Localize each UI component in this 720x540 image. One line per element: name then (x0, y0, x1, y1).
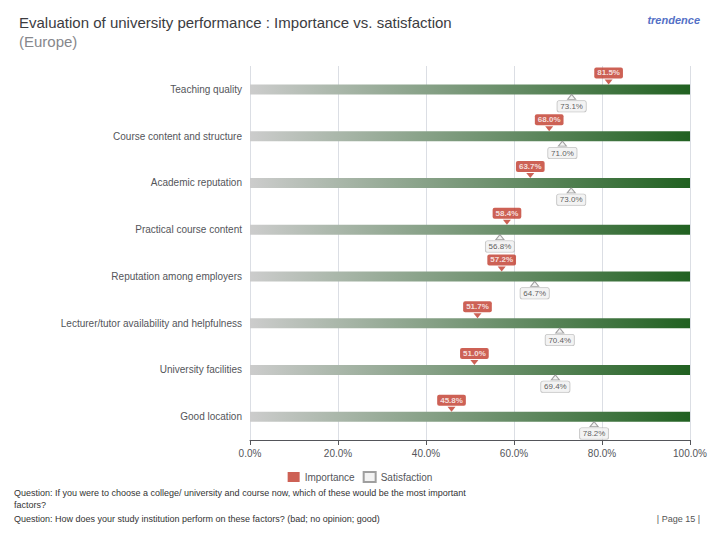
svg-text:56.8%: 56.8% (489, 242, 512, 251)
svg-text:78.2%: 78.2% (583, 429, 606, 438)
svg-text:80.0%: 80.0% (588, 448, 616, 459)
svg-text:63.7%: 63.7% (519, 162, 542, 171)
svg-text:| Page 15 |: | Page 15 | (657, 514, 700, 524)
svg-text:University facilities: University facilities (160, 364, 242, 375)
svg-text:58.4%: 58.4% (496, 209, 519, 218)
svg-text:trendence: trendence (647, 14, 700, 26)
svg-text:40.0%: 40.0% (412, 448, 440, 459)
svg-text:0.0%: 0.0% (239, 448, 262, 459)
svg-text:70.4%: 70.4% (548, 336, 571, 345)
svg-text:Lecturer/tutor availability an: Lecturer/tutor availability and helpfuln… (61, 318, 242, 329)
svg-text:Academic reputation: Academic reputation (151, 177, 242, 188)
svg-text:Good location: Good location (180, 411, 242, 422)
svg-text:(Europe): (Europe) (19, 33, 77, 50)
svg-text:81.5%: 81.5% (597, 68, 620, 77)
svg-text:73.1%: 73.1% (560, 102, 583, 111)
svg-text:20.0%: 20.0% (324, 448, 352, 459)
svg-text:71.0%: 71.0% (551, 149, 574, 158)
svg-text:51.0%: 51.0% (463, 349, 486, 358)
svg-text:Evaluation of university perfo: Evaluation of university performance : I… (19, 14, 452, 31)
svg-text:51.7%: 51.7% (466, 302, 489, 311)
svg-text:Practical course content: Practical course content (135, 224, 242, 235)
svg-text:factors?: factors? (14, 500, 46, 510)
svg-text:73.0%: 73.0% (560, 195, 583, 204)
svg-text:69.4%: 69.4% (544, 382, 567, 391)
svg-text:68.0%: 68.0% (538, 115, 561, 124)
svg-text:60.0%: 60.0% (500, 448, 528, 459)
svg-text:Teaching quality: Teaching quality (170, 84, 242, 95)
svg-text:Satisfaction: Satisfaction (381, 472, 433, 483)
svg-text:Reputation among employers: Reputation among employers (111, 271, 242, 282)
svg-text:Question: If you were to choos: Question: If you were to choose a colleg… (14, 488, 466, 498)
svg-text:Importance: Importance (305, 472, 355, 483)
svg-text:100.0%: 100.0% (673, 448, 707, 459)
svg-text:64.7%: 64.7% (523, 289, 546, 298)
svg-text:Question: How does your study: Question: How does your study institutio… (14, 514, 380, 524)
svg-text:57.2%: 57.2% (490, 255, 513, 264)
svg-text:Course content and structure: Course content and structure (113, 131, 242, 142)
svg-text:45.8%: 45.8% (440, 396, 463, 405)
